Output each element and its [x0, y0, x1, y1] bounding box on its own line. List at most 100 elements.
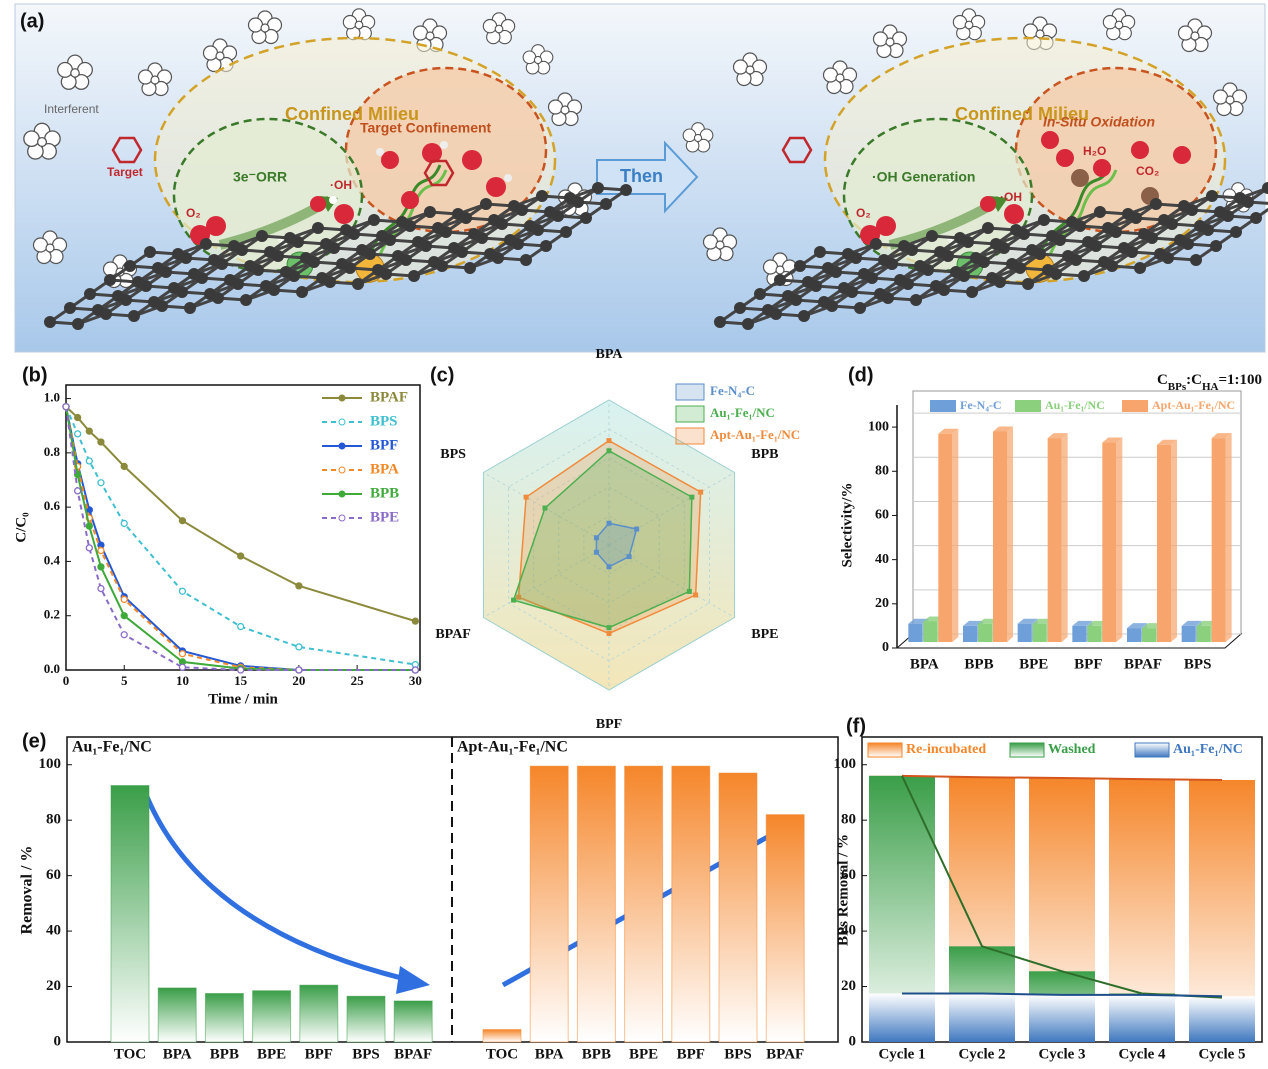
graphene-atom	[432, 222, 444, 234]
bar	[110, 785, 150, 1043]
legend-label: Au₁-Fe₁/NC	[1045, 398, 1105, 412]
graphene-atom	[208, 254, 220, 266]
graphene-atom	[854, 302, 866, 314]
graphene-atom	[284, 232, 296, 244]
x-tick-label: BPE	[257, 1046, 286, 1062]
graphene-atom	[424, 206, 436, 218]
graphene-atom	[1158, 214, 1170, 226]
radar-point	[634, 526, 640, 532]
graphene-atom	[1150, 198, 1162, 210]
graphene-atom	[1038, 214, 1050, 226]
graphene-atom	[1194, 220, 1206, 232]
graphene-atom	[504, 234, 516, 246]
graphene-atom	[774, 274, 786, 286]
y-tick-label: 100	[39, 756, 62, 772]
data-point	[97, 563, 105, 571]
data-point	[120, 519, 128, 528]
legend-label: Fe-N₄-C	[710, 383, 755, 398]
bar	[1032, 623, 1047, 642]
milieu-label: Confined Milieu	[285, 104, 419, 124]
graphene-atom	[188, 268, 200, 280]
y-tick-label: 1.0	[44, 390, 60, 405]
graphene-atom	[480, 198, 492, 210]
bar	[963, 625, 977, 642]
graphene-atom	[428, 256, 440, 268]
graphene-atom	[874, 288, 886, 300]
graphene-atom	[1082, 236, 1094, 248]
graphene-atom	[794, 260, 806, 272]
co2-label: CO₂	[1136, 164, 1159, 178]
bar	[1181, 625, 1196, 642]
bar-side	[952, 428, 959, 642]
bar	[1072, 625, 1087, 642]
panel-label: (e)	[22, 730, 46, 752]
radar-spoke	[608, 472, 735, 546]
radar-axis-label: BPE	[751, 627, 778, 642]
data-point	[237, 666, 245, 674]
legend-label: BPF	[370, 437, 398, 453]
h2o-label: H₂O	[1083, 144, 1106, 158]
graphene-atom	[448, 242, 460, 254]
radar-point	[593, 549, 599, 555]
bar	[671, 765, 711, 1043]
graphene-atom	[256, 230, 268, 242]
graphene-atom	[1250, 212, 1262, 224]
legend-swatch	[675, 427, 705, 445]
y-tick-label: 0	[882, 640, 889, 655]
graphene-atom	[124, 260, 136, 272]
bar	[718, 772, 758, 1043]
x-tick-label: 30	[409, 673, 422, 688]
radar-point	[511, 597, 517, 603]
y-tick-label: 60	[46, 867, 61, 883]
panel-label: (d)	[848, 364, 874, 386]
bar	[978, 623, 992, 642]
graphene-atom	[376, 230, 388, 242]
x-tick-label: Cycle 1	[878, 1046, 925, 1062]
graphene-atom	[260, 280, 272, 292]
bar	[949, 993, 1015, 1042]
bar	[346, 995, 386, 1043]
annotation-part: C	[1157, 372, 1168, 388]
data-point	[411, 666, 419, 674]
bar	[1211, 438, 1226, 642]
data-point	[178, 517, 187, 525]
graphene-atom	[762, 304, 774, 316]
legend-label: BPE	[370, 509, 399, 525]
graphene-atom	[224, 274, 236, 286]
x-tick-label: 15	[234, 673, 248, 688]
bar-top	[1211, 433, 1232, 439]
graphene-atom	[564, 192, 576, 204]
x-tick-label: BPS	[724, 1046, 752, 1062]
graphene-atom	[64, 302, 76, 314]
graphene-atom	[524, 220, 536, 232]
graphene-atom	[44, 316, 56, 328]
panel-label: (a)	[20, 10, 44, 32]
x-tick-label: TOC	[114, 1046, 146, 1062]
radar-spoke	[483, 544, 610, 618]
graphene-atom	[1062, 250, 1074, 262]
graphene-atom	[92, 304, 104, 316]
schematic: Interferent Target Confined Milieu Targe…	[14, 3, 1268, 353]
graphene-atom	[560, 226, 572, 238]
radar-point	[593, 535, 599, 541]
radar-axis-label: BPF	[596, 717, 622, 732]
graphene-atom	[986, 272, 998, 284]
panel-label: (b)	[22, 364, 48, 386]
bar-side	[1007, 426, 1013, 642]
legend-swatch	[867, 742, 903, 758]
y-tick-label: 0.6	[44, 498, 61, 513]
series-line	[902, 992, 1223, 998]
radar-point	[606, 630, 612, 636]
molecules	[190, 141, 512, 245]
radar-point	[626, 554, 632, 560]
graphene-atom	[798, 310, 810, 322]
x-tick-label: 0	[63, 673, 70, 688]
panel-label: (f)	[846, 715, 866, 737]
graphene-atom	[312, 222, 324, 234]
y-tick-label: 0.2	[44, 607, 60, 622]
bar-top	[1102, 437, 1123, 443]
graphene-atom	[488, 214, 500, 226]
graphene-atom	[336, 258, 348, 270]
graphene-atom	[1122, 208, 1134, 220]
data-point	[120, 612, 128, 620]
